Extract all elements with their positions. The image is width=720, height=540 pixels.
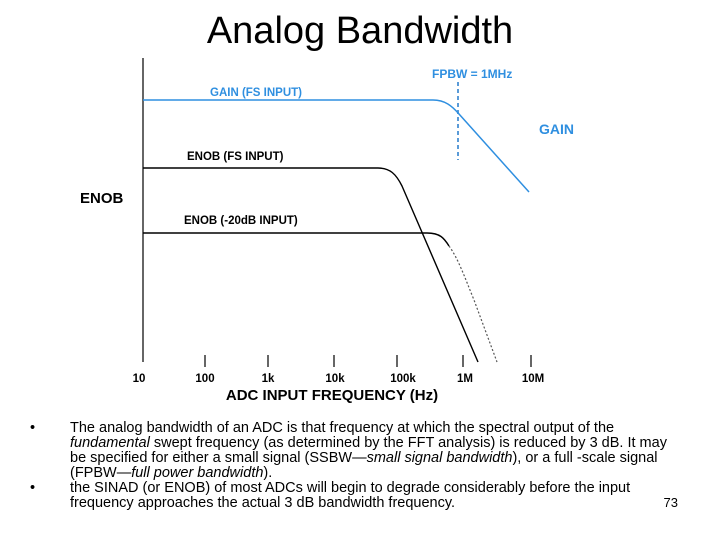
bullet2-text: the SINAD (or ENOB) of most ADCs will be… [70,480,631,511]
gain-label: GAIN [539,121,574,137]
bullet1-text-3: ), or a full -scale signal (FPBW— [70,450,658,481]
enob-20db-label: ENOB (-20dB INPUT) [184,215,298,227]
bullet1-text-2: swept frequency (as determined by the FF… [70,435,667,466]
bullet-item-analog-bandwidth: • The analog bandwidth of an ADC is that… [30,421,670,481]
tick-label-100k: 100k [390,373,416,385]
x-axis-label: ADC INPUT FREQUENCY (Hz) [226,387,438,404]
bullet-item-sinad: • the SINAD (or ENOB) of most ADCs will … [30,481,670,511]
tick-label-10k: 10k [325,373,345,385]
slide-title: Analog Bandwidth [206,10,514,52]
bullet-symbol: • [30,480,36,496]
bullet-symbol: • [30,420,36,436]
analog-bandwidth-diagram: FPBW = 1MHz GAIN (FS INPUT) GAIN ENOB (F… [80,58,574,404]
bullet1-italic-3: full power bandwidth [131,465,264,481]
tick-label-1k: 1k [262,373,275,385]
page-number: 73 [663,495,678,510]
bullet-list: • The analog bandwidth of an ADC is that… [30,421,670,511]
enob-fs-curve [143,167,479,363]
enob-fs-label: ENOB (FS INPUT) [187,151,284,163]
bullet1-text-1: The analog bandwidth of an ADC is that f… [70,420,615,436]
tick-label-1m: 1M [457,373,473,385]
tick-label-100: 100 [195,373,214,385]
enob-20db-curve-solid [143,232,450,247]
gain-curve [143,99,530,193]
bullet1-italic-1: fundamental [70,435,150,451]
bullet1-italic-2: small signal bandwidth [366,450,513,466]
bullet1-text-4: ). [263,465,273,481]
enob-axis-label: ENOB [80,190,124,207]
tick-label-10m: 10M [522,373,544,385]
fpbw-label: FPBW = 1MHz [432,67,512,81]
tick-label-10: 10 [133,373,146,385]
enob-20db-curve-dotted [448,245,498,363]
gain-fs-label: GAIN (FS INPUT) [210,87,302,99]
